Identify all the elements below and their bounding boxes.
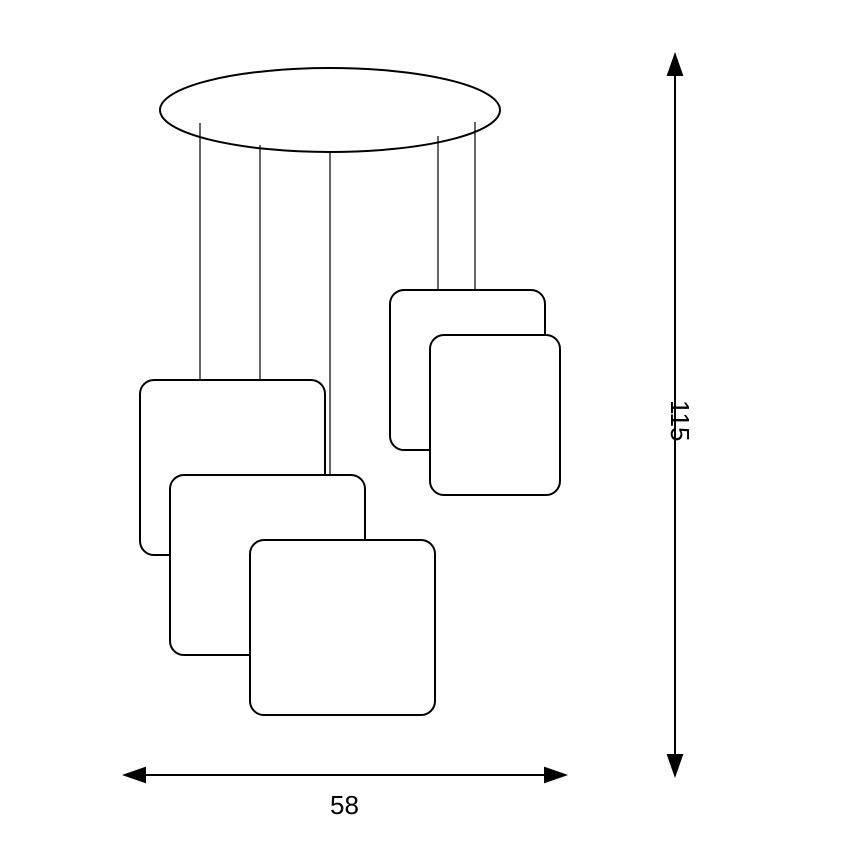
- shades: [140, 290, 560, 715]
- width-label: 58: [330, 790, 359, 821]
- lamp-diagram: [0, 0, 868, 868]
- height-label: 115: [664, 400, 695, 441]
- diagram-canvas: 58 115: [0, 0, 868, 868]
- canopy-ellipse: [160, 68, 500, 152]
- width-dimension: [125, 768, 565, 782]
